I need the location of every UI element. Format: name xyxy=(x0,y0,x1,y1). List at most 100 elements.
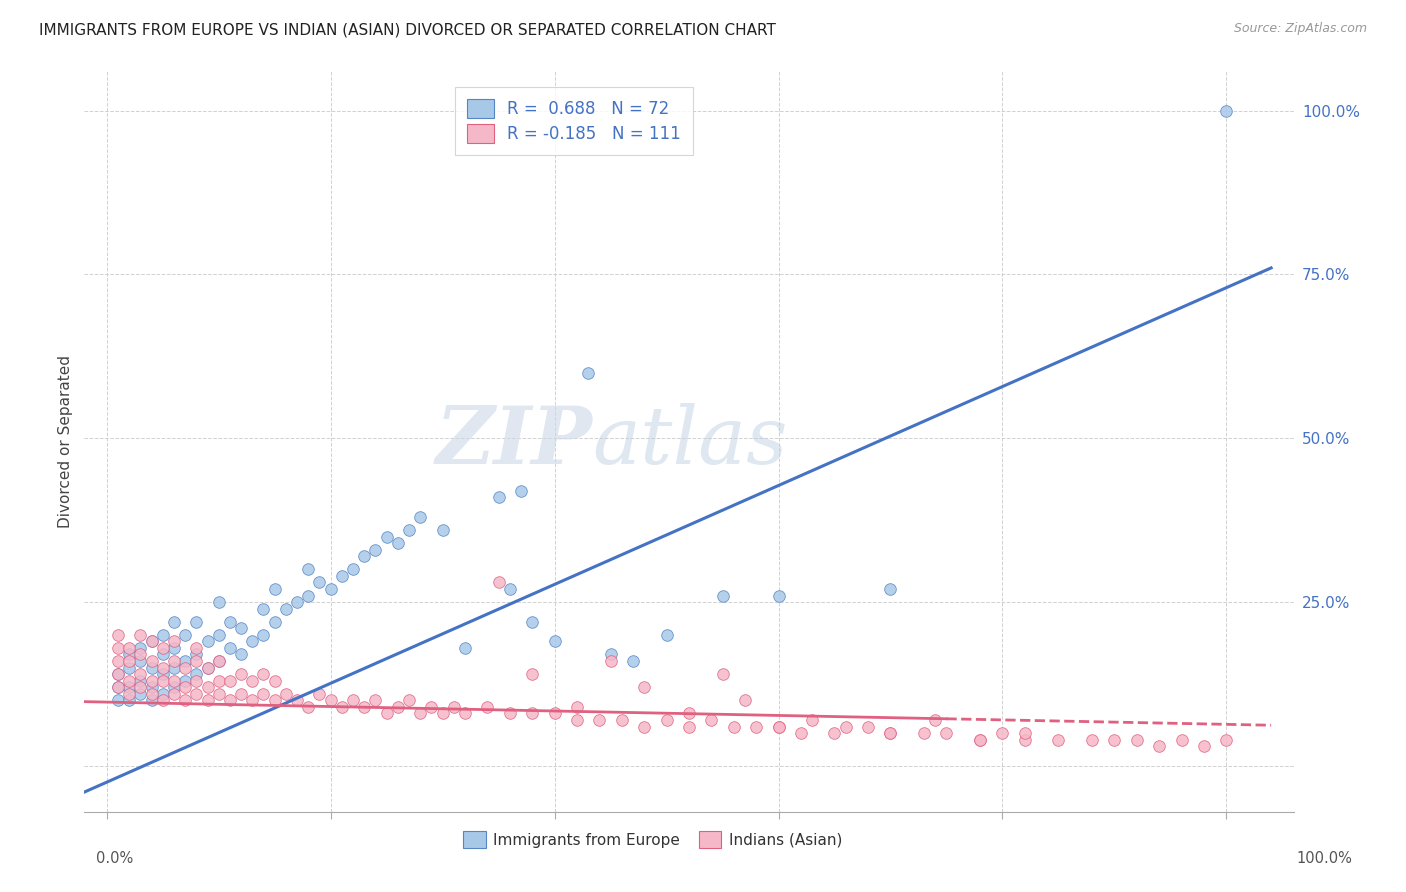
Point xyxy=(208,628,231,642)
Point xyxy=(1014,732,1036,747)
Point xyxy=(197,693,219,707)
Point xyxy=(576,366,599,380)
Point xyxy=(342,693,364,707)
Point xyxy=(510,483,533,498)
Point xyxy=(107,654,129,668)
Point xyxy=(387,699,409,714)
Point xyxy=(163,673,186,688)
Point xyxy=(197,680,219,694)
Point xyxy=(297,562,319,576)
Point xyxy=(263,673,285,688)
Point xyxy=(1126,732,1149,747)
Point xyxy=(129,673,152,688)
Point xyxy=(240,693,263,707)
Point xyxy=(263,615,285,629)
Point xyxy=(375,706,398,721)
Point xyxy=(522,706,544,721)
Point xyxy=(252,667,274,681)
Point xyxy=(633,680,655,694)
Point xyxy=(1014,726,1036,740)
Point xyxy=(443,699,465,714)
Point xyxy=(174,628,197,642)
Point xyxy=(432,523,454,537)
Point xyxy=(229,687,252,701)
Point xyxy=(107,640,129,655)
Point xyxy=(768,589,790,603)
Point xyxy=(398,693,420,707)
Point xyxy=(935,726,957,740)
Point xyxy=(118,673,141,688)
Point xyxy=(163,634,186,648)
Point xyxy=(1104,732,1126,747)
Point xyxy=(801,713,824,727)
Point xyxy=(678,706,700,721)
Point xyxy=(152,628,174,642)
Point xyxy=(163,660,186,674)
Text: ZIP: ZIP xyxy=(436,403,592,480)
Point xyxy=(1170,732,1192,747)
Point xyxy=(723,720,745,734)
Point xyxy=(711,589,734,603)
Point xyxy=(879,582,901,596)
Point xyxy=(420,699,443,714)
Point xyxy=(186,673,208,688)
Point xyxy=(353,549,375,564)
Point xyxy=(565,713,588,727)
Point xyxy=(342,562,364,576)
Point xyxy=(454,706,477,721)
Point xyxy=(285,595,308,609)
Text: atlas: atlas xyxy=(592,403,787,480)
Point xyxy=(319,693,342,707)
Point xyxy=(186,615,208,629)
Point xyxy=(186,640,208,655)
Point xyxy=(186,687,208,701)
Point xyxy=(297,699,319,714)
Point xyxy=(1215,103,1237,118)
Point xyxy=(824,726,846,740)
Point xyxy=(118,693,141,707)
Point xyxy=(543,706,565,721)
Point xyxy=(129,640,152,655)
Point xyxy=(163,654,186,668)
Point xyxy=(274,601,297,615)
Point xyxy=(129,628,152,642)
Point xyxy=(152,667,174,681)
Point xyxy=(879,726,901,740)
Point xyxy=(454,640,477,655)
Point xyxy=(621,654,644,668)
Point xyxy=(174,673,197,688)
Point xyxy=(499,582,522,596)
Point xyxy=(297,589,319,603)
Point xyxy=(330,699,353,714)
Point xyxy=(1147,739,1170,754)
Point xyxy=(240,634,263,648)
Point xyxy=(252,628,274,642)
Point xyxy=(834,720,856,734)
Point xyxy=(633,720,655,734)
Point xyxy=(152,673,174,688)
Point xyxy=(229,621,252,635)
Point xyxy=(924,713,946,727)
Point xyxy=(409,706,432,721)
Point xyxy=(163,615,186,629)
Point xyxy=(208,673,231,688)
Point xyxy=(488,490,510,504)
Point xyxy=(174,660,197,674)
Point xyxy=(152,648,174,662)
Point xyxy=(152,693,174,707)
Point xyxy=(219,693,242,707)
Point xyxy=(432,706,454,721)
Point xyxy=(252,601,274,615)
Point xyxy=(477,699,499,714)
Point xyxy=(197,660,219,674)
Point xyxy=(274,687,297,701)
Point xyxy=(129,654,152,668)
Point xyxy=(991,726,1014,740)
Point xyxy=(152,640,174,655)
Point xyxy=(398,523,420,537)
Point xyxy=(229,667,252,681)
Point xyxy=(129,667,152,681)
Point xyxy=(208,654,231,668)
Point xyxy=(152,660,174,674)
Point xyxy=(308,687,330,701)
